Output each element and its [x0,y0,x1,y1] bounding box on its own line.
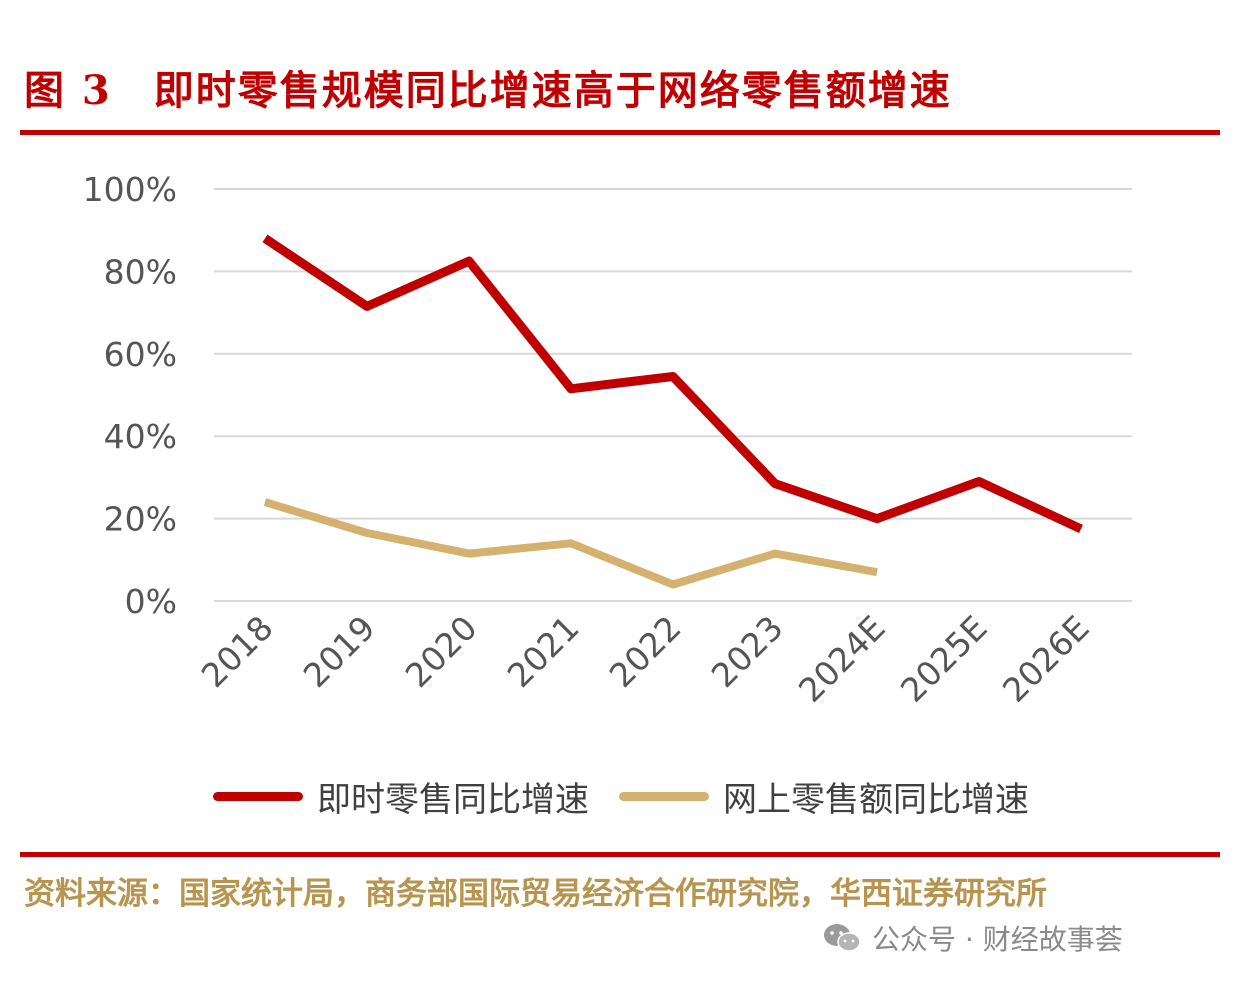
x-tick-label: 2024E [791,608,893,710]
line-chart: 0%20%40%60%80%100% 2018 2019 2020 2021 2022 2… [83,170,1132,710]
legend-label: 网上零售额同比增速 [723,780,1029,820]
x-axis-tick-labels: 2018 2019 2020 2021 2022 2023 2024E 2025E 2026E [194,608,1097,710]
x-tick-label: 2022 [602,608,689,695]
y-tick-label: 60% [104,335,177,374]
series-line-1 [263,498,878,589]
watermark-text: 公众号 · 财经故事荟 [872,923,1123,956]
legend-item-instant-retail: 即时零售同比增速 [213,772,589,821]
y-tick-label: 100% [83,170,177,209]
y-tick-label: 40% [104,417,177,456]
series-lines [262,234,1083,589]
x-tick-label: 2025E [893,608,995,710]
y-tick-label: 80% [104,252,177,291]
legend-swatch-tan [619,792,709,801]
x-tick-label: 2026E [995,608,1097,710]
title-divider [20,130,1220,135]
y-tick-label: 20% [104,500,177,539]
legend-swatch-red [213,792,303,801]
wechat-icon [824,924,861,952]
x-tick-label: 2021 [500,608,587,695]
grid-lines [214,188,1132,602]
x-tick-label: 2023 [704,608,791,695]
source-note: 资料来源：国家统计局，商务部国际贸易经济合作研究院，华西证券研究所 [24,876,1047,912]
chart-title: 图 3 即时零售规模同比增速高于网络零售额增速 [24,67,952,114]
source-divider [20,852,1220,857]
x-tick-label: 2018 [194,608,281,695]
legend-item-online-retail: 网上零售额同比增速 [619,772,1029,821]
legend: 即时零售同比增速 网上零售额同比增速 [0,772,1242,821]
x-tick-label: 2020 [398,608,485,695]
watermark: 公众号 · 财经故事荟 [822,918,1123,958]
y-tick-label: 0% [125,582,177,621]
x-tick-label: 2019 [296,608,383,695]
series-line-0 [262,234,1083,533]
y-axis-tick-labels: 0% 20% 40% 60% 80% 100% [83,170,177,621]
legend-label: 即时零售同比增速 [317,780,589,820]
